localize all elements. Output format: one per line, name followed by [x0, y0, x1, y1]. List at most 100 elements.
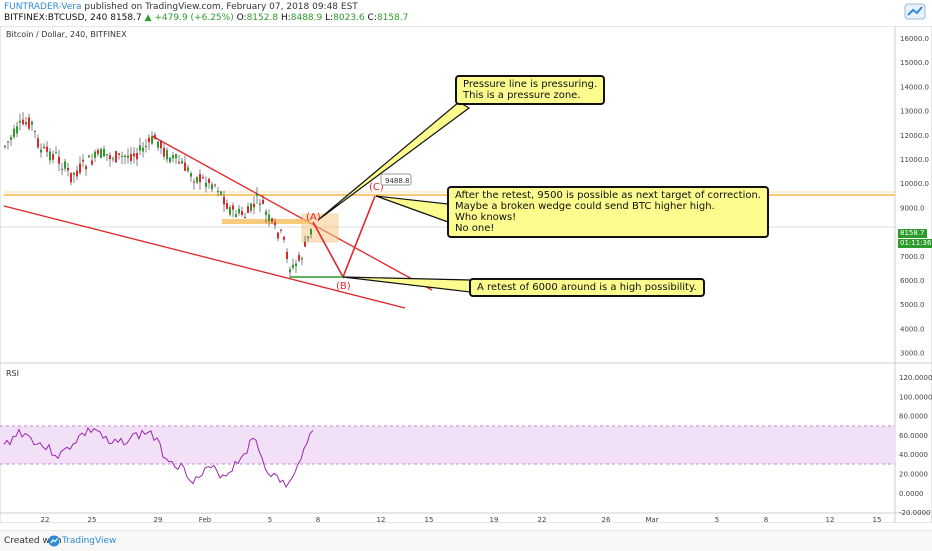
- note-target[interactable]: After the retest, 9500 is possible as ne…: [447, 186, 769, 238]
- price-tick-label: 3000.0: [900, 350, 925, 358]
- candle-body: [217, 191, 219, 193]
- candle-body: [43, 146, 45, 149]
- candle-body: [148, 137, 150, 143]
- candle-body: [145, 145, 147, 147]
- open-label: O:: [236, 13, 247, 23]
- time-tick-label: Mar: [645, 516, 658, 523]
- time-tick-label: 15: [425, 516, 434, 523]
- tradingview-mark-icon: [48, 535, 60, 547]
- candle-body: [205, 182, 207, 187]
- candle-body: [226, 203, 228, 209]
- candle-body: [271, 218, 273, 222]
- rsi-axis[interactable]: 120.0000 100.0000 80.0000 60.0000 40.0000 20.…: [899, 374, 932, 517]
- candle-body: [139, 145, 141, 151]
- candle-body: [34, 130, 36, 132]
- candle-body: [115, 151, 117, 163]
- candle-body: [244, 216, 246, 218]
- footer: Created with TradingView: [0, 530, 932, 551]
- price-tick-label: 5000.0: [900, 301, 925, 309]
- publish-info: published on TradingView.com, February 0…: [84, 2, 358, 12]
- candle-body: [298, 255, 300, 261]
- wave-b-label: (B): [336, 281, 351, 292]
- candle-body: [178, 162, 180, 164]
- time-tick-label: 25: [88, 516, 97, 523]
- candle-body: [88, 155, 90, 158]
- rsi-tick-label: 0.0000: [899, 490, 924, 498]
- candle-body: [262, 199, 264, 205]
- wave-a-label: (A): [306, 212, 321, 223]
- rsi-title: RSI: [6, 369, 19, 378]
- candle-body: [211, 184, 213, 190]
- candle-body: [202, 176, 204, 179]
- time-tick-label: Feb: [199, 516, 212, 523]
- price-tick-label: 9000.0: [900, 204, 925, 212]
- wedge-lower-line[interactable]: [3, 205, 406, 309]
- candle-body: [49, 151, 51, 161]
- time-tick-label: 29: [154, 516, 163, 523]
- candle-body: [292, 264, 294, 268]
- candle-body: [163, 148, 165, 157]
- candle-body: [7, 141, 9, 143]
- wave-c-label: (C): [369, 182, 384, 193]
- symbol-label: BITFINEX:BTCUSD, 240: [4, 13, 108, 23]
- tradingview-link[interactable]: TradingView: [62, 536, 117, 546]
- candle-body: [265, 211, 267, 215]
- candle-body: [187, 167, 189, 172]
- publish-line: FUNTRADER-Vera published on TradingView.…: [4, 2, 358, 12]
- candle-body: [40, 149, 42, 153]
- candle-body: [70, 172, 72, 183]
- time-tick-label: 12: [377, 516, 386, 523]
- note-pressure[interactable]: Pressure line is pressuring. This is a p…: [455, 75, 606, 105]
- candle-body: [37, 138, 39, 148]
- note1-pointer: [317, 101, 471, 221]
- candle-body: [235, 214, 237, 218]
- open-value: 8152.8: [246, 13, 279, 23]
- candle-body: [220, 191, 222, 195]
- candle-body: [118, 153, 120, 155]
- low-label: L:: [325, 13, 334, 23]
- candle-body: [304, 241, 306, 247]
- rsi-tick-label: 40.0000: [899, 451, 928, 459]
- price-tag: 8158.7: [898, 229, 927, 238]
- note-retest[interactable]: A retest of 6000 around is a high possib…: [469, 278, 705, 297]
- time-axis[interactable]: 22 25 29 Feb 5 8 12 15 19 22 26 Mar 5 8 12 15: [41, 516, 882, 524]
- candle-body: [31, 121, 33, 125]
- candle-body: [46, 146, 48, 152]
- candle-body: [85, 166, 87, 170]
- time-tick-label: 15: [873, 516, 882, 523]
- time-tick-label: 22: [538, 516, 547, 523]
- candle-body: [94, 151, 96, 158]
- candle-body: [142, 147, 144, 152]
- candle-body: [259, 203, 261, 206]
- candle-body: [193, 181, 195, 183]
- candle-body: [109, 155, 111, 160]
- candle-body: [157, 141, 159, 148]
- candle-body: [250, 203, 252, 211]
- candle-body: [280, 229, 282, 231]
- candle-body: [82, 159, 84, 162]
- time-tick-label: 26: [602, 516, 611, 523]
- created-with-label: Created with: [4, 536, 62, 546]
- price-tick-label: 16000.0: [900, 35, 929, 43]
- time-tick-label: 5: [715, 516, 719, 523]
- rsi-tick-label: 20.0000: [899, 471, 928, 479]
- candle-body: [64, 161, 66, 169]
- candle-body: [175, 154, 177, 159]
- candle-body: [289, 269, 291, 273]
- candle-body: [151, 136, 153, 144]
- chart-canvas[interactable]: (A) (B) (C) 9488.8 16000.0 15000.0 14000.0…: [0, 25, 932, 524]
- c-target-tag: 9488.8: [385, 177, 410, 185]
- candle-body: [136, 153, 138, 160]
- candle-body: [97, 149, 99, 154]
- price-tick-label: 15000.0: [900, 59, 929, 67]
- rsi-band: [0, 426, 895, 464]
- candle-body: [253, 203, 255, 208]
- candle-body: [196, 177, 198, 183]
- candle-body: [238, 208, 240, 214]
- price-tick-label: 14000.0: [900, 83, 929, 91]
- candle-body: [16, 126, 18, 134]
- author-link[interactable]: FUNTRADER-Vera: [4, 2, 82, 12]
- candle-body: [55, 152, 57, 154]
- wedge-upper-line[interactable]: [151, 135, 433, 291]
- candle-body: [100, 148, 102, 159]
